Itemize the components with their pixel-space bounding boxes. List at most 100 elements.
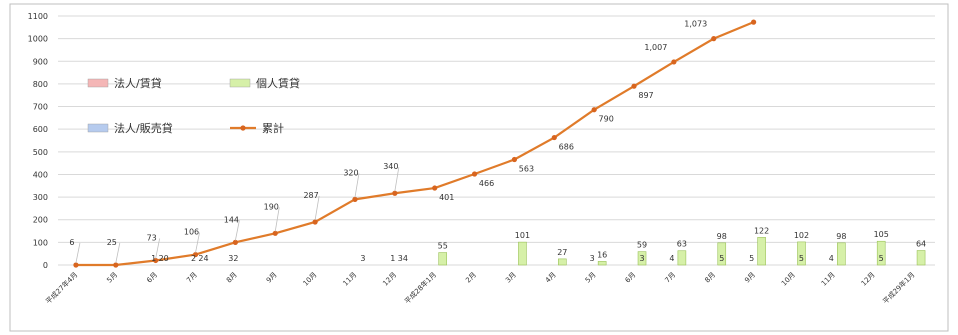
bar-value-label: 122 (754, 226, 769, 235)
chart-frame (9, 3, 949, 332)
legend-item: 累計 (230, 121, 284, 135)
small-value-label: 32 (228, 254, 238, 263)
cumulative-value-label: 401 (439, 193, 454, 202)
bar (717, 242, 727, 266)
bar (876, 240, 886, 266)
cumulative-point (272, 230, 278, 236)
cumulative-point (73, 262, 79, 268)
small-value-label: 5 (719, 254, 724, 263)
small-value-label: 20 (159, 254, 169, 263)
cumulative-value-label: 563 (519, 165, 534, 174)
small-value-label: 3 (360, 254, 365, 263)
small-value-label: 34 (398, 254, 408, 263)
cumulative-point (432, 185, 438, 191)
leader-line (115, 242, 121, 264)
cumulative-point (671, 59, 677, 65)
bar (637, 251, 647, 266)
bar (797, 241, 806, 266)
cumulative-value-label: 1,007 (644, 43, 667, 52)
cumulative-value-label: 106 (184, 228, 199, 237)
small-value-label: 3 (639, 254, 644, 263)
bar-value-label: 63 (677, 240, 687, 249)
cumulative-point (551, 134, 557, 141)
cumulative-point (153, 257, 159, 264)
legend-item: 個人賃貸 (229, 76, 300, 90)
cumulative-point (192, 251, 199, 258)
legend-swatch (229, 78, 251, 88)
small-value-label: 4 (829, 254, 834, 263)
cumulative-line (73, 19, 757, 268)
bar (438, 252, 448, 266)
cumulative-point (392, 190, 398, 196)
cumulative-value-label: 73 (147, 233, 157, 242)
legend-line-marker (240, 125, 246, 131)
leader-line (394, 167, 400, 192)
small-value-label: 1 (390, 254, 395, 263)
cumulative-value-label: 466 (479, 179, 494, 188)
cumulative-point (511, 156, 518, 163)
bar-value-label: 64 (916, 240, 926, 249)
small-value-label: 1 (151, 254, 156, 263)
bar-value-label: 105 (874, 230, 889, 239)
leader-line (155, 238, 161, 259)
leader-line (354, 173, 360, 198)
legend-swatch (87, 123, 109, 133)
cumulative-point (711, 36, 717, 42)
small-value-label: 5 (879, 254, 884, 263)
leader-line (75, 242, 81, 264)
y-tick-label: 1100 (28, 12, 48, 21)
bar-value-label: 55 (438, 242, 448, 251)
bar-value-label: 101 (515, 231, 530, 240)
bar (518, 241, 527, 266)
y-tick-label: 300 (33, 193, 48, 202)
y-tick-label: 0 (43, 261, 48, 270)
grid-lines (58, 15, 935, 266)
cumulative-value-label: 1,073 (684, 20, 707, 29)
cumulative-value-label: 6 (69, 238, 74, 247)
bar (837, 242, 846, 266)
leader-line (234, 220, 240, 241)
small-value-label: 4 (669, 254, 674, 263)
cumulative-point (312, 219, 318, 225)
legend-label: 法人/賃貸 (114, 76, 162, 90)
cumulative-point (232, 239, 238, 245)
cumulative-point (751, 19, 757, 25)
y-tick-label: 500 (33, 148, 48, 157)
small-value-label: 3 (590, 254, 595, 263)
legend-swatch (87, 78, 109, 88)
leader-line (195, 232, 200, 253)
bar (677, 250, 687, 266)
bar-value-label: 16 (597, 250, 607, 259)
cumulative-value-label: 25 (107, 238, 117, 247)
legend-label: 法人/販売貸 (114, 121, 173, 135)
bar (757, 237, 766, 266)
y-tick-label: 700 (33, 103, 48, 112)
cumulative-point (352, 196, 358, 202)
cumulative-value-label: 320 (343, 168, 358, 177)
cumulative-value-label: 897 (638, 91, 653, 100)
bar-value-label: 98 (836, 232, 846, 241)
cumulative-point (471, 171, 478, 177)
small-value-label: 5 (799, 254, 804, 263)
cumulative-value-label: 144 (224, 215, 239, 224)
bar-value-label: 59 (637, 241, 647, 250)
cumulative-point (113, 262, 119, 268)
small-value-label: 24 (198, 254, 208, 263)
leader-line (274, 207, 280, 232)
cumulative-value-label: 287 (303, 191, 318, 200)
y-tick-label: 200 (33, 216, 48, 225)
cumulative-value-label: 340 (383, 162, 398, 171)
y-tick-label: 400 (33, 170, 48, 179)
cumulative-value-label: 686 (559, 143, 574, 152)
legend-label: 個人賃貸 (256, 76, 300, 90)
cumulative-polyline (75, 21, 755, 267)
legend-label: 累計 (262, 121, 284, 135)
cumulative-value-label: 190 (264, 202, 279, 211)
cumulative-point (591, 107, 597, 113)
cumulative-point (631, 83, 637, 89)
